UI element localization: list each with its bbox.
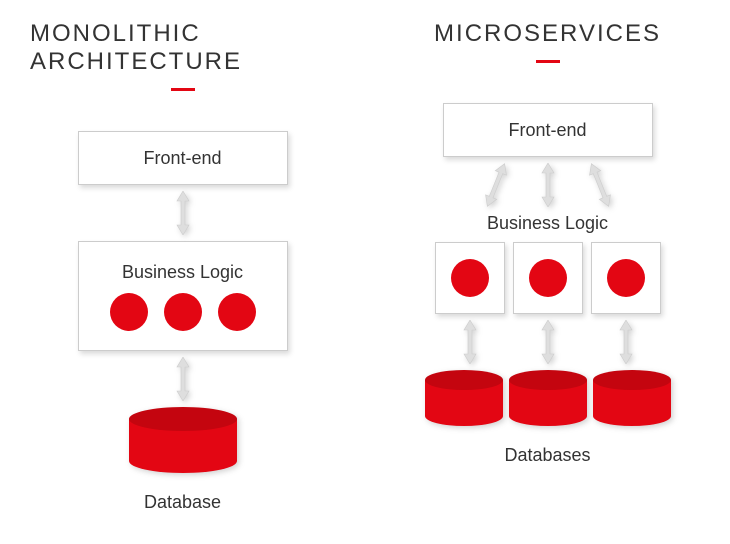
logic-label: Business Logic <box>122 262 243 283</box>
monolithic-database-cylinder <box>129 407 237 478</box>
monolithic-title: MONOLITHIC ARCHITECTURE <box>30 20 335 76</box>
title-underline <box>536 60 560 63</box>
arrow-zone-mono-2 <box>175 351 191 407</box>
microservices-title: MICROSERVICES <box>434 20 661 48</box>
double-arrow-icon <box>175 191 191 235</box>
logic-dot <box>164 293 202 331</box>
frontend-label: Front-end <box>508 120 586 141</box>
logic-dot <box>451 259 489 297</box>
double-arrow-icon <box>482 162 510 208</box>
arrow-zone-micro-1 <box>482 157 614 213</box>
monolithic-logic-box: Business Logic <box>78 241 288 351</box>
databases-label: Databases <box>504 445 590 466</box>
frontend-label: Front-end <box>143 148 221 169</box>
microservices-databases-row <box>425 370 671 431</box>
database-icon <box>129 407 237 473</box>
microservice-database-cylinder <box>509 370 587 431</box>
microservices-boxes-row <box>435 242 661 314</box>
database-label: Database <box>144 492 221 513</box>
logic-label: Business Logic <box>487 213 608 234</box>
logic-dot <box>529 259 567 297</box>
double-arrow-icon <box>540 163 556 207</box>
title-underline <box>171 88 195 91</box>
logic-dots-row <box>110 293 256 331</box>
microservice-box <box>435 242 505 314</box>
microservice-database-cylinder <box>593 370 671 431</box>
diagram-container: MONOLITHIC ARCHITECTURE Front-end Busine… <box>0 0 730 544</box>
double-arrow-icon <box>540 320 556 364</box>
double-arrow-icon <box>175 357 191 401</box>
arrow-zone-micro-2 <box>462 314 634 370</box>
double-arrow-icon <box>586 162 614 208</box>
microservice-database-cylinder <box>425 370 503 431</box>
microservice-box <box>513 242 583 314</box>
arrow-zone-mono-1 <box>175 185 191 241</box>
monolithic-frontend-box: Front-end <box>78 131 288 185</box>
microservices-column: MICROSERVICES Front-end Business Logic <box>395 20 700 524</box>
monolithic-column: MONOLITHIC ARCHITECTURE Front-end Busine… <box>30 20 335 524</box>
double-arrow-icon <box>618 320 634 364</box>
double-arrow-icon <box>462 320 478 364</box>
logic-dot <box>110 293 148 331</box>
microservice-box <box>591 242 661 314</box>
microservices-frontend-box: Front-end <box>443 103 653 157</box>
database-icon <box>593 370 671 426</box>
database-icon <box>425 370 503 426</box>
logic-dot <box>218 293 256 331</box>
logic-dot <box>607 259 645 297</box>
database-icon <box>509 370 587 426</box>
